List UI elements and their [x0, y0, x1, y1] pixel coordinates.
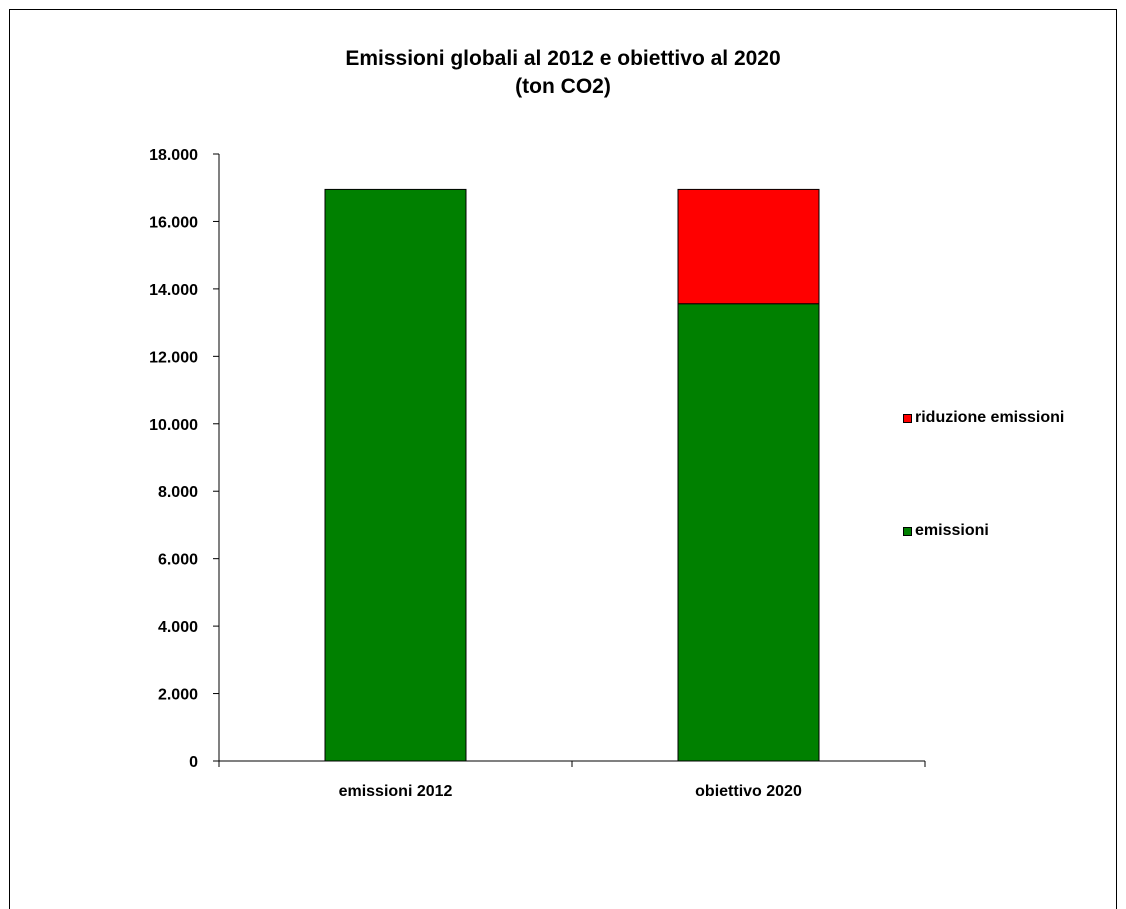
x-tick-label: emissioni 2012: [339, 783, 453, 800]
y-tick-label: 10.000: [149, 417, 198, 434]
y-tick-label: 0: [189, 754, 198, 771]
legend-label-emissioni: emissioni: [915, 522, 989, 539]
bar-riduzione-emissioni-1: [677, 188, 820, 305]
chart-frame: [9, 9, 1117, 909]
y-tick-label: 2.000: [158, 687, 198, 704]
legend-item-riduzione: riduzione emissioni: [903, 409, 1064, 427]
bar-emissioni-1: [677, 303, 820, 762]
y-tick-label: 14.000: [149, 282, 198, 299]
chart-title: Emissioni globali al 2012 e obiettivo al…: [345, 47, 781, 70]
y-tick-label: 8.000: [158, 484, 198, 501]
legend-swatch-green: [903, 526, 912, 536]
y-tick-label: 12.000: [149, 349, 198, 366]
y-tick-label: 4.000: [158, 619, 198, 636]
legend-swatch-red: [903, 413, 912, 423]
y-tick-label: 18.000: [149, 147, 198, 164]
bar-emissioni-0: [324, 188, 467, 762]
chart-subtitle: (ton CO2): [515, 75, 611, 98]
legend-label-riduzione: riduzione emissioni: [915, 409, 1065, 426]
y-tick-label: 6.000: [158, 552, 198, 569]
y-tick-label: 16.000: [149, 214, 198, 231]
legend-item-emissioni: emissioni: [903, 522, 989, 540]
x-tick-label: obiettivo 2020: [695, 783, 802, 800]
